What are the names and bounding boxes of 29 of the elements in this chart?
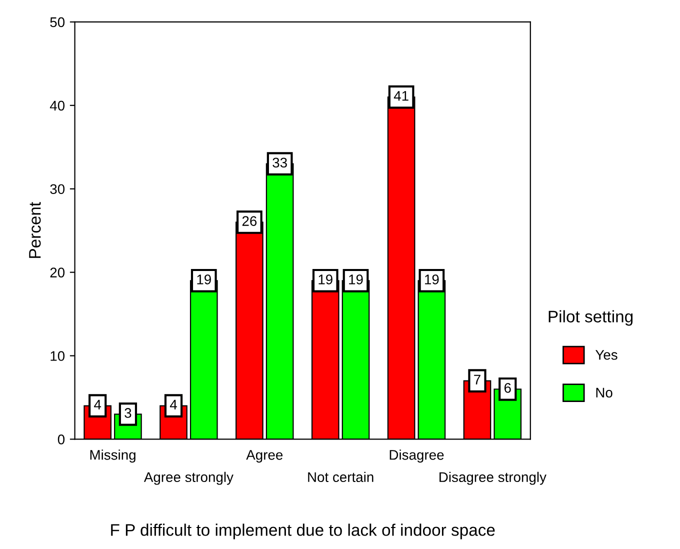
y-tick-label: 20	[50, 268, 65, 278]
data-label: 7	[474, 374, 480, 384]
x-tick-label: Not certain	[308, 472, 374, 482]
y-tick-label: 50	[50, 17, 65, 28]
y-axis-title: Percent	[29, 202, 41, 258]
data-label: 4	[94, 400, 102, 410]
legend-label: No	[596, 388, 612, 398]
legend-label: Yes	[595, 350, 618, 360]
data-label: 3	[124, 408, 132, 418]
x-axis-title: F P difficult to implement due to lack of indoor space	[111, 524, 495, 540]
y-tick-label: 30	[50, 184, 65, 194]
x-tick-label: Missing	[90, 450, 136, 463]
y-tick-label: 10	[50, 351, 65, 361]
y-tick-label: 40	[50, 100, 65, 111]
x-tick-label: Disagree	[390, 450, 444, 463]
data-label: 41	[394, 91, 408, 101]
data-label: 33	[272, 158, 287, 168]
x-tick-label: Agree strongly	[144, 472, 234, 485]
data-label: 19	[318, 274, 332, 284]
data-label: 6	[504, 383, 511, 393]
data-label: 19	[197, 274, 211, 284]
data-label: 4	[170, 400, 177, 410]
legend-title: Pilot setting	[548, 310, 633, 326]
data-label: 19	[349, 274, 363, 284]
y-tick-label: 0	[58, 434, 65, 444]
x-tick-label: Disagree strongly	[440, 472, 546, 485]
data-label: 19	[425, 274, 439, 284]
x-tick-label: Agree	[246, 450, 283, 463]
data-label: 26	[242, 216, 257, 226]
